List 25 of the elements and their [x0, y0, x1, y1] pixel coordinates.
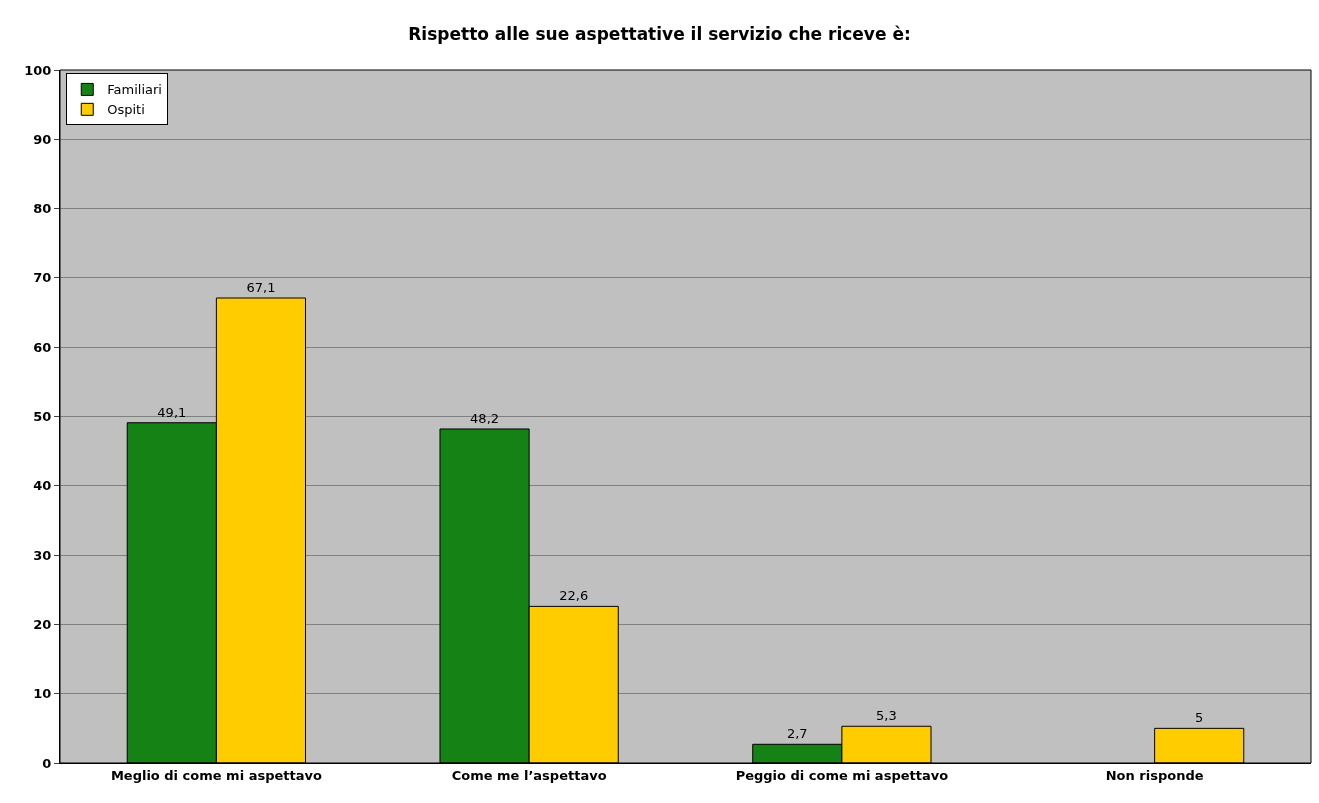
x-tick-label: Meglio di come mi aspettavo: [110, 767, 322, 783]
y-tick-label: 20: [33, 616, 52, 632]
x-tick-label: Non risponde: [1105, 767, 1204, 783]
y-tick-label: 40: [33, 478, 52, 494]
data-label: 5: [1195, 710, 1204, 726]
data-label: 49,1: [157, 404, 187, 420]
y-tick-label: 100: [24, 62, 52, 78]
y-tick-label: 80: [33, 201, 52, 217]
y-tick-label: 10: [33, 686, 52, 702]
y-tick-label: 60: [33, 339, 52, 355]
data-label: 22,6: [559, 588, 589, 604]
x-tick-label: Come me l’aspettavo: [451, 767, 607, 783]
y-tick-label: 50: [33, 409, 52, 425]
data-label: 67,1: [246, 280, 276, 295]
legend-label: Familiari: [107, 82, 162, 98]
y-tick-label: 70: [33, 270, 52, 286]
chart-title: Rispetto alle sue aspettative il servizio che riceve è:: [408, 24, 911, 44]
y-tick-label: 90: [33, 131, 52, 147]
y-tick-label: 0: [42, 755, 52, 771]
data-label: 48,2: [470, 410, 500, 426]
x-tick-label: Peggio di come mi aspettavo: [735, 767, 949, 783]
data-label: 5,3: [876, 708, 897, 724]
legend-label: Ospiti: [107, 102, 145, 118]
y-tick-label: 30: [33, 547, 52, 563]
data-label: 2,7: [786, 726, 808, 742]
